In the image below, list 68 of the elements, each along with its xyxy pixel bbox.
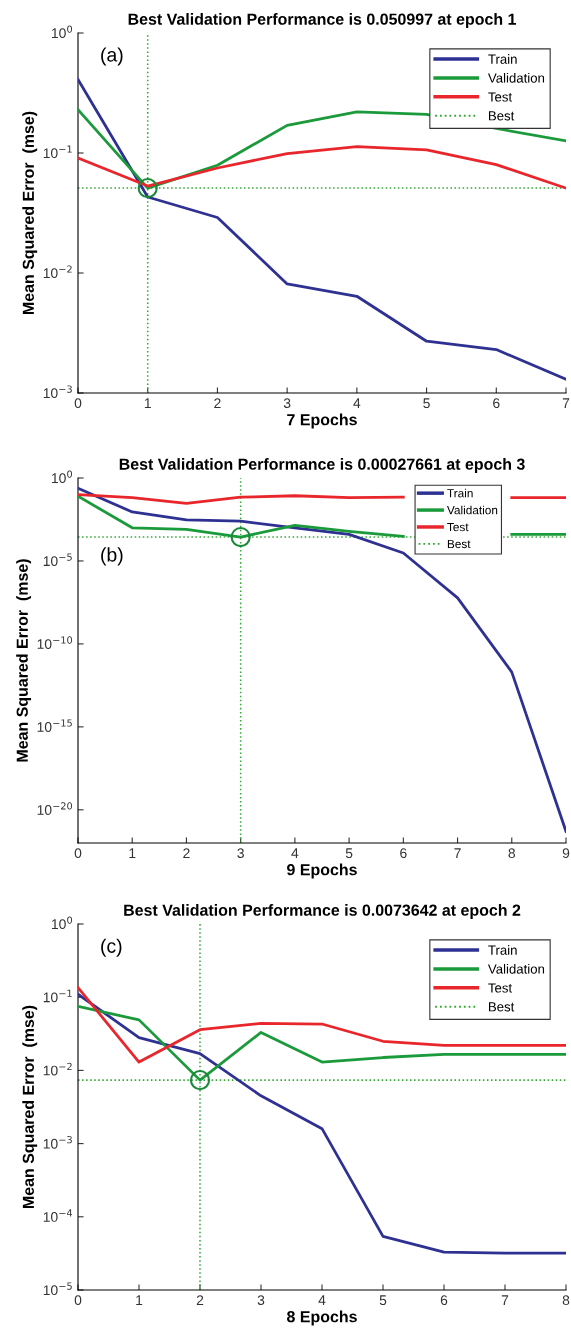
- y-tick-label: 10$^{−5}$: [43, 1282, 72, 1296]
- y-tick-label: 10$^{−1}$: [43, 145, 72, 159]
- legend-label: Test: [488, 983, 513, 993]
- y-tick-label: 10$^{0}$: [51, 916, 73, 930]
- x-tick-label: 1: [144, 398, 151, 408]
- y-tick-label: 10$^{−10}$: [37, 636, 73, 649]
- line-series: [78, 486, 566, 833]
- x-tick-label: 1: [129, 848, 136, 858]
- legend-label: Best: [489, 111, 515, 121]
- y-tick-label: 10$^{−1}$: [43, 989, 72, 1003]
- x-tick-label: 4: [353, 398, 361, 408]
- y-tick-label: 10$^{0}$: [51, 25, 73, 39]
- x-tick-label: 3: [283, 398, 291, 409]
- x-tick-label: 3: [257, 1295, 265, 1306]
- x-tick-label: 0: [74, 1295, 82, 1306]
- y-tick-label: 10$^{−3}$: [43, 385, 72, 399]
- y-tick-label: 10$^{−5}$: [43, 553, 72, 567]
- annotation: (a): [101, 47, 123, 66]
- chart-title: Best Validation Performance is 0.00027661 at epoch 3: [119, 458, 525, 473]
- x-tick-label: 8: [562, 1295, 570, 1306]
- ref-line-label: Best: [447, 539, 471, 549]
- x-tick-label: 0: [74, 398, 82, 409]
- x-tick-label: 5: [379, 1295, 387, 1306]
- y-tick-label: 10$^{0}$: [51, 470, 73, 484]
- y-tick-label: 10$^{−2}$: [43, 265, 72, 279]
- legend-label: Test: [447, 522, 469, 532]
- chart-title: Best Validation Performance is 0.0073642 at epoch 2: [124, 904, 521, 919]
- y-tick-label: 10$^{−3}$: [43, 1135, 72, 1149]
- x-tick-label: 8: [508, 848, 516, 859]
- x-tick-label: 4: [291, 848, 299, 858]
- x-tick-label: 9: [562, 848, 570, 859]
- x-tick-label: 7: [562, 398, 570, 408]
- x-axis-title: 8 Epochs: [287, 1310, 357, 1326]
- x-tick-label: 2: [183, 848, 190, 858]
- x-tick-label: 5: [423, 398, 430, 409]
- x-tick-label: 6: [440, 1295, 448, 1306]
- x-tick-label: 3: [237, 848, 244, 859]
- y-axis-title: Mean Squared Error (mse): [16, 559, 32, 762]
- y-tick-label: 10$^{−15}$: [37, 719, 72, 732]
- legend-label: Train: [488, 54, 517, 64]
- annotation: (c): [101, 938, 122, 957]
- x-tick-label: 5: [345, 848, 353, 859]
- x-axis-title: 7 Epochs: [287, 413, 357, 429]
- x-tick-label: 7: [454, 848, 461, 858]
- y-axis-title: Mean Squared Error (mse): [22, 1005, 38, 1208]
- x-tick-label: 7: [501, 1295, 509, 1305]
- annotation: (b): [101, 547, 123, 566]
- x-axis-title: 9 Epochs: [287, 863, 357, 879]
- x-tick-label: 1: [136, 1295, 143, 1305]
- y-tick-label: 10$^{−4}$: [43, 1209, 73, 1222]
- y-axis-title: Mean Squared Error (mse): [22, 111, 38, 314]
- chart-title: Best Validation Performance is 0.050997 at epoch 1: [128, 13, 516, 28]
- x-tick-label: 4: [318, 1295, 326, 1305]
- legend-label: Validation: [487, 73, 545, 83]
- x-tick-label: 6: [493, 398, 500, 409]
- legend-label: Test: [488, 92, 513, 102]
- legend-label: Validation: [487, 964, 545, 974]
- line-series: [78, 992, 566, 1255]
- legend-label: Best: [489, 1002, 515, 1012]
- y-tick-label: 10$^{−20}$: [37, 802, 73, 815]
- x-tick-label: 2: [196, 1295, 204, 1305]
- x-tick-label: 0: [74, 848, 82, 859]
- x-tick-label: 2: [214, 398, 221, 408]
- legend-label: Train: [447, 488, 473, 498]
- legend-label: Validation: [446, 505, 498, 515]
- y-tick-label: 10$^{−2}$: [43, 1062, 72, 1076]
- x-tick-label: 6: [400, 848, 407, 859]
- legend-label: Train: [488, 945, 517, 955]
